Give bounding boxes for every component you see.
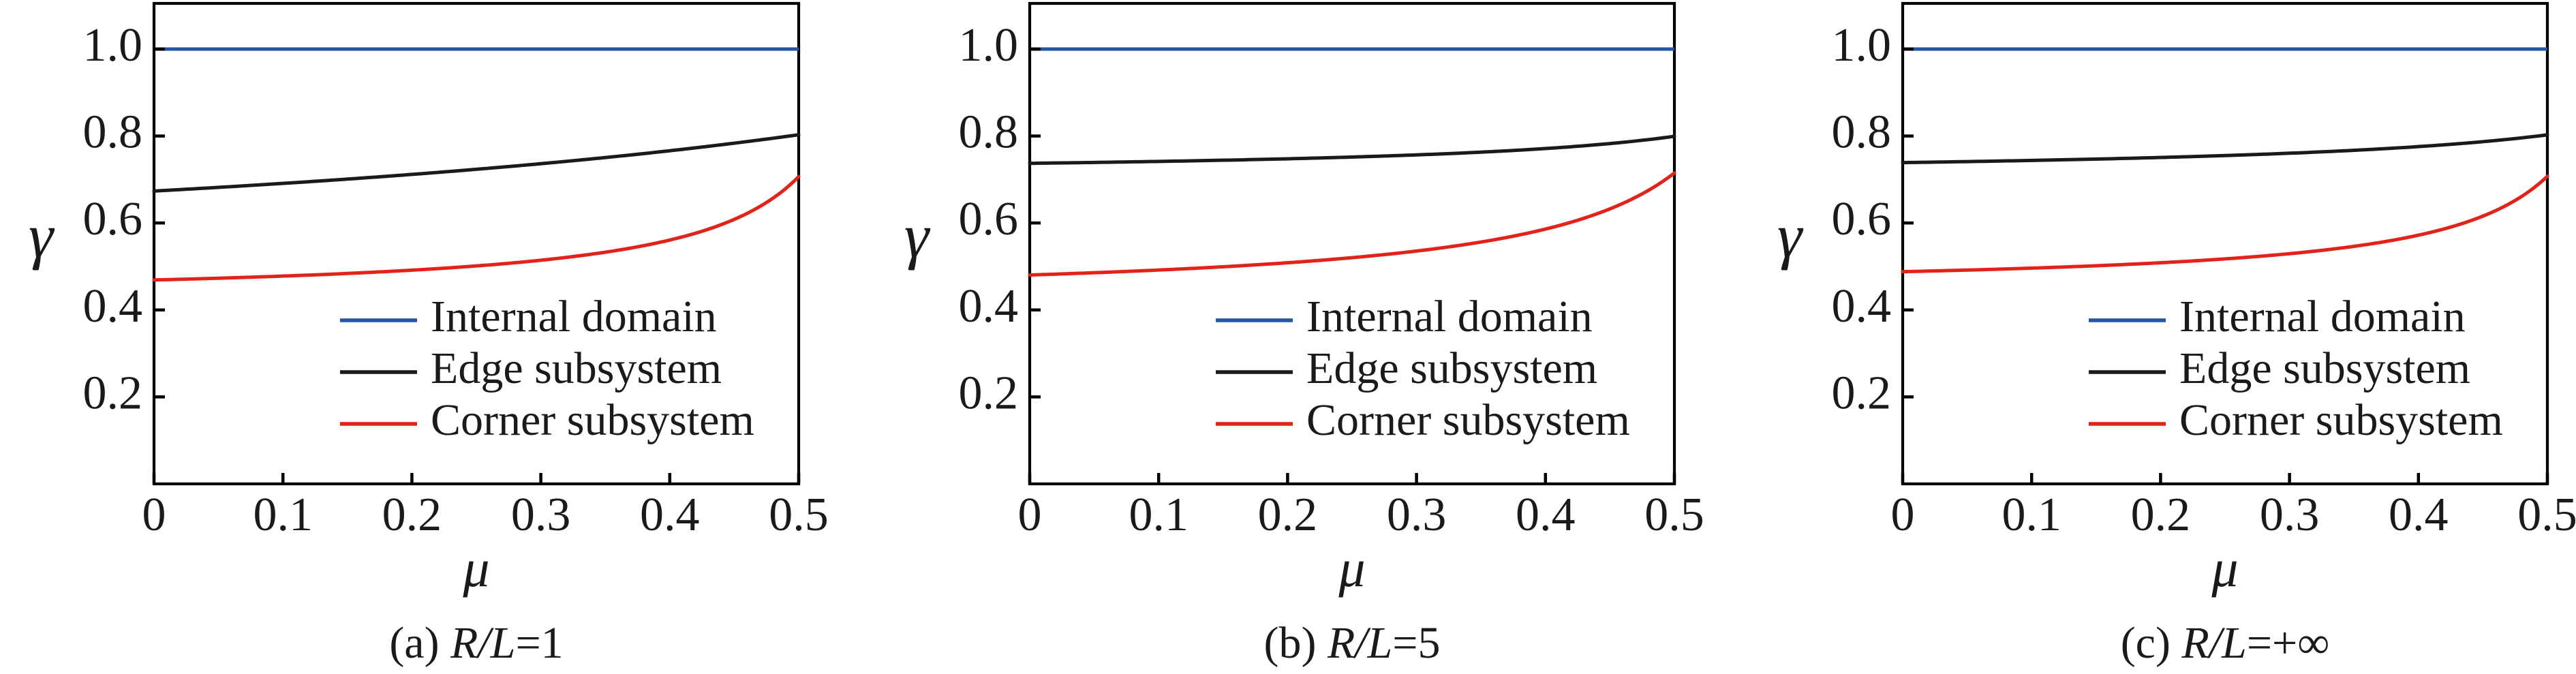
svg-text:0.3: 0.3 (1387, 489, 1447, 541)
svg-text:γ: γ (904, 201, 931, 271)
svg-text:0.2: 0.2 (959, 367, 1019, 419)
svg-text:0.8: 0.8 (83, 106, 143, 159)
svg-text:Internal domain: Internal domain (2179, 292, 2466, 341)
svg-text:0.6: 0.6 (83, 193, 143, 245)
svg-text:μ: μ (2211, 538, 2238, 598)
svg-text:0.2: 0.2 (1832, 367, 1892, 419)
svg-text:γ: γ (1777, 201, 1804, 271)
svg-text:0.4: 0.4 (959, 280, 1019, 333)
svg-text:0.8: 0.8 (1832, 106, 1892, 159)
svg-text:0.4: 0.4 (2389, 489, 2449, 541)
svg-text:0: 0 (1891, 489, 1915, 541)
svg-text:0.2: 0.2 (1258, 489, 1318, 541)
svg-text:(c) R/L=+∞: (c) R/L=+∞ (2121, 618, 2330, 668)
svg-text:1.0: 1.0 (959, 19, 1019, 72)
svg-text:Internal domain: Internal domain (1306, 292, 1593, 341)
svg-text:γ: γ (29, 201, 55, 271)
svg-text:0.5: 0.5 (2517, 489, 2576, 541)
svg-text:1.0: 1.0 (1832, 19, 1892, 72)
svg-text:0.2: 0.2 (2131, 489, 2191, 541)
svg-text:0.4: 0.4 (1516, 489, 1576, 541)
svg-text:0.1: 0.1 (2002, 489, 2061, 541)
svg-text:Corner subsystem: Corner subsystem (2179, 395, 2503, 445)
svg-text:Corner subsystem: Corner subsystem (1306, 395, 1630, 445)
svg-text:Edge subsystem: Edge subsystem (1306, 343, 1597, 393)
svg-text:0.4: 0.4 (640, 489, 700, 541)
svg-text:μ: μ (462, 538, 489, 598)
svg-text:0.4: 0.4 (83, 280, 143, 333)
svg-text:(b) R/L=5: (b) R/L=5 (1263, 618, 1440, 668)
svg-text:1.0: 1.0 (83, 19, 143, 72)
svg-text:0.5: 0.5 (1644, 489, 1704, 541)
svg-text:0: 0 (1018, 489, 1042, 541)
svg-text:0.8: 0.8 (959, 106, 1019, 159)
svg-text:μ: μ (1338, 538, 1365, 598)
svg-text:0.1: 0.1 (1129, 489, 1189, 541)
svg-text:0.4: 0.4 (1832, 280, 1892, 333)
svg-text:0: 0 (142, 489, 166, 541)
svg-text:0.6: 0.6 (1832, 193, 1892, 245)
svg-text:(a) R/L=1: (a) R/L=1 (389, 618, 563, 668)
svg-text:0.3: 0.3 (511, 489, 571, 541)
svg-text:0.5: 0.5 (769, 489, 829, 541)
svg-text:0.2: 0.2 (83, 367, 143, 419)
svg-text:0.2: 0.2 (382, 489, 442, 541)
svg-text:0.1: 0.1 (253, 489, 313, 541)
svg-text:0.3: 0.3 (2260, 489, 2320, 541)
svg-text:Internal domain: Internal domain (431, 292, 717, 341)
svg-text:0.6: 0.6 (959, 193, 1019, 245)
svg-text:Edge subsystem: Edge subsystem (431, 343, 722, 393)
svg-text:Edge subsystem: Edge subsystem (2179, 343, 2470, 393)
svg-text:Corner subsystem: Corner subsystem (431, 395, 754, 445)
